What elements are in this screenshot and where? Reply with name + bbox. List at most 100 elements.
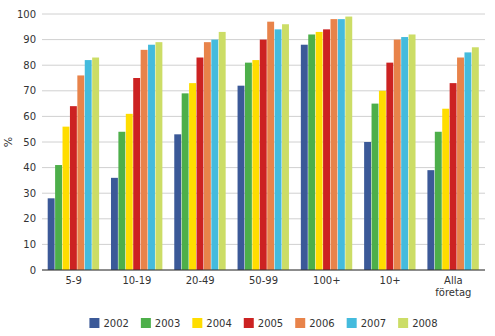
bar: [379, 91, 386, 270]
bar: [401, 37, 408, 270]
x-tick-label-line: 10+: [380, 275, 401, 286]
x-tick-label-line: företag: [435, 287, 471, 298]
x-tick-label-line: 5-9: [65, 275, 81, 286]
legend: 2002 2003 2004 2005 2006 2007 2008: [89, 318, 437, 329]
legend-swatch: [244, 318, 254, 328]
x-tick-label: 50-99: [249, 275, 278, 286]
bar: [141, 50, 148, 270]
bar: [211, 40, 218, 270]
x-tick-label-line: 20-49: [186, 275, 215, 286]
legend-swatch: [347, 318, 357, 328]
bar: [55, 165, 62, 270]
y-tick-label: 30: [23, 188, 36, 199]
bar: [219, 32, 226, 270]
legend-swatch: [89, 318, 99, 328]
bar: [394, 40, 401, 270]
legend-label: 2002: [103, 318, 128, 329]
x-tick-label: 20-49: [186, 275, 215, 286]
x-tick-label: 10-19: [122, 275, 151, 286]
bar: [182, 93, 189, 270]
bar: [111, 178, 118, 270]
legend-item: 2003: [141, 318, 180, 329]
grid: [42, 14, 485, 270]
bar: [85, 60, 92, 270]
bar: [70, 106, 77, 270]
bar: [275, 29, 282, 270]
bar: [189, 83, 196, 270]
bar: [472, 47, 479, 270]
bar: [386, 63, 393, 270]
bar: [464, 52, 471, 270]
x-tick-label: Allaföretag: [435, 275, 471, 298]
y-axis-label: %: [2, 137, 15, 147]
bar: [323, 29, 330, 270]
bar: [267, 22, 274, 270]
bar: [155, 42, 162, 270]
legend-label: 2004: [206, 318, 231, 329]
chart-svg: 0 10 20 30 40 50 60 70 80 90 100% 5-9 10-19 20-49 50-9…: [0, 0, 495, 336]
y-tick-label: 70: [23, 85, 36, 96]
y-tick-label: 20: [23, 213, 36, 224]
x-tick-label: 10+: [380, 275, 401, 286]
y-tick-label: 10: [23, 239, 36, 250]
grid-line: [42, 14, 485, 15]
legend-label: 2006: [309, 318, 334, 329]
x-tick-label: 100+: [313, 275, 340, 286]
bar: [204, 42, 211, 270]
bar: [409, 34, 416, 270]
legend-swatch: [192, 318, 202, 328]
legend-item: 2004: [192, 318, 231, 329]
bar: [301, 45, 308, 270]
bar: [364, 142, 371, 270]
bar: [63, 127, 70, 270]
legend-label: 2008: [412, 318, 437, 329]
bar: [308, 34, 315, 270]
bar: [442, 109, 449, 270]
legend-swatch: [141, 318, 151, 328]
bar: [77, 75, 84, 270]
y-tick-label: 100: [17, 9, 36, 20]
grid-line: [42, 270, 485, 271]
bar: [457, 58, 464, 270]
bar: [148, 45, 155, 270]
y-tick-label: 80: [23, 60, 36, 71]
bar: [126, 114, 133, 270]
bar: [435, 132, 442, 270]
y-tick-label: 50: [23, 137, 36, 148]
bar: [252, 60, 259, 270]
bar: [345, 17, 352, 270]
bar: [48, 198, 55, 270]
bar: [427, 170, 434, 270]
bar: [282, 24, 289, 270]
bar: [260, 40, 267, 270]
x-tick-label-line: 100+: [313, 275, 340, 286]
bar: [245, 63, 252, 270]
bar: [92, 58, 99, 270]
legend-label: 2005: [258, 318, 283, 329]
y-tick-label: 90: [23, 34, 36, 45]
bar: [118, 132, 125, 270]
legend-item: 2005: [244, 318, 283, 329]
bar: [316, 32, 323, 270]
y-tick-label: 40: [23, 162, 36, 173]
bar: [330, 19, 337, 270]
x-tick-label-line: Alla: [444, 275, 463, 286]
x-tick-label: 5-9: [65, 275, 81, 286]
legend-item: 2002: [89, 318, 128, 329]
legend-swatch: [398, 318, 408, 328]
legend-item: 2006: [295, 318, 334, 329]
legend-label: 2007: [361, 318, 386, 329]
x-tick-label-line: 10-19: [122, 275, 151, 286]
bars: [48, 17, 479, 270]
y-tick-label: 60: [23, 111, 36, 122]
chart-container: 0 10 20 30 40 50 60 70 80 90 100% 5-9 10-19 20-49 50-9…: [0, 0, 495, 336]
legend-swatch: [295, 318, 305, 328]
legend-label: 2003: [155, 318, 180, 329]
bar: [174, 134, 181, 270]
legend-item: 2007: [347, 318, 386, 329]
bar: [197, 58, 204, 270]
y-tick-label: 0: [30, 265, 36, 276]
bar: [238, 86, 245, 270]
x-axis-line: [42, 270, 485, 271]
bar: [450, 83, 457, 270]
